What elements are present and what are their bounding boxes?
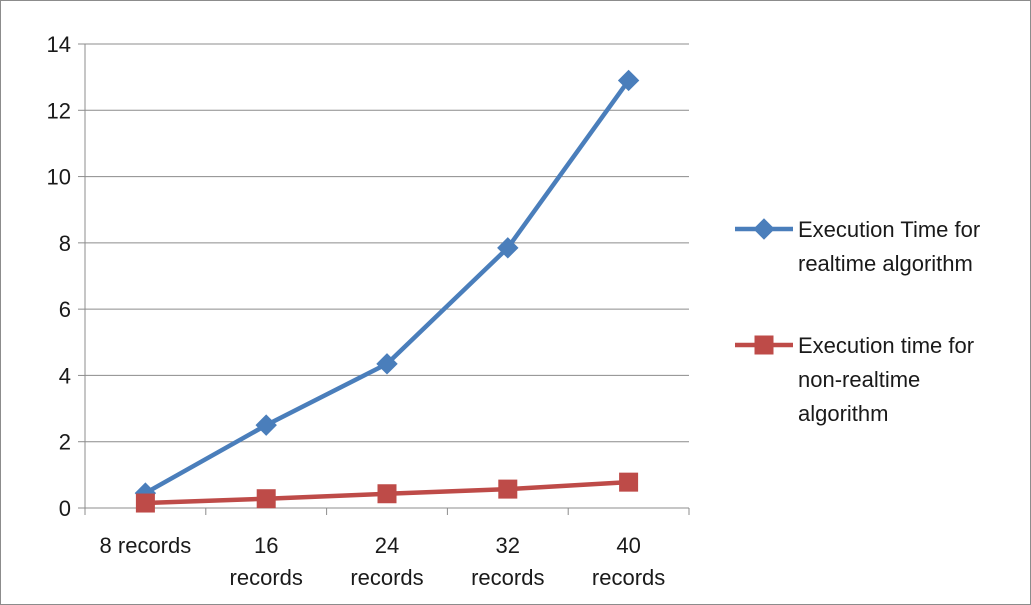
y-tick-label: 6 — [59, 297, 71, 322]
series-line — [143, 78, 631, 496]
y-tick-label: 10 — [47, 165, 71, 190]
legend-label: Execution Time for — [798, 217, 980, 242]
data-point — [376, 353, 398, 375]
data-point — [498, 479, 518, 499]
y-tick-label: 2 — [59, 430, 71, 455]
x-tick-label: records — [592, 565, 665, 590]
axes — [78, 43, 690, 515]
x-tick-label: 32 — [496, 533, 520, 558]
data-point — [377, 484, 397, 504]
x-tick-label: records — [230, 565, 303, 590]
legend-label: Execution time for — [798, 333, 974, 358]
x-tick-labels: 8 records 16 records 24 records 32 records 40 re… — [100, 533, 666, 590]
x-tick-label: 40 — [616, 533, 640, 558]
x-tick-label: 16 — [254, 533, 278, 558]
y-tick-label: 0 — [59, 496, 71, 521]
x-tick-label: 24 — [375, 533, 399, 558]
y-tick-labels: 0 2 4 6 8 10 12 14 — [47, 32, 71, 521]
legend-entry-1: Execution time for non-realtime algorithm — [735, 333, 974, 426]
data-point — [255, 414, 277, 436]
series-1 — [135, 472, 639, 513]
y-tick-label: 12 — [47, 98, 71, 123]
x-tick-label: 8 records — [100, 533, 192, 558]
legend-label: algorithm — [798, 401, 888, 426]
y-tick-label: 4 — [59, 363, 71, 388]
x-tick-label: records — [350, 565, 423, 590]
x-tick-label: records — [471, 565, 544, 590]
series — [134, 69, 640, 513]
series-0 — [134, 69, 640, 504]
data-point — [617, 69, 640, 92]
gridlines — [85, 43, 689, 443]
data-point — [135, 493, 155, 513]
legend-label: realtime algorithm — [798, 251, 973, 276]
data-point — [256, 489, 276, 509]
data-point — [497, 237, 519, 259]
legend-entry-0: Execution Time for realtime algorithm — [735, 217, 980, 276]
legend-label: non-realtime — [798, 367, 920, 392]
data-point — [619, 472, 639, 492]
legend-marker — [754, 335, 774, 355]
y-tick-label: 8 — [59, 231, 71, 256]
legend-marker — [753, 218, 775, 240]
y-tick-label: 14 — [47, 32, 71, 57]
